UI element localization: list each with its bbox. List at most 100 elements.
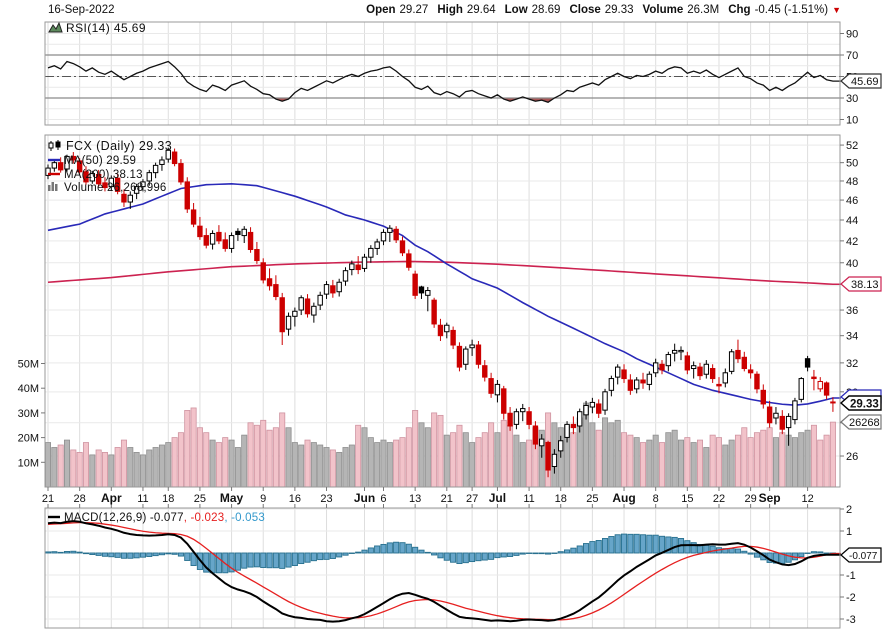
header-field-label: Low bbox=[505, 4, 528, 16]
macd-histogram-bar bbox=[57, 551, 64, 554]
candle-body bbox=[184, 181, 190, 210]
price-axis-label: 44 bbox=[846, 215, 858, 227]
candle-body bbox=[728, 351, 735, 372]
date-label: 16-Sep-2022 bbox=[48, 4, 115, 16]
candle-body bbox=[108, 177, 114, 188]
header-field-label: Close bbox=[569, 4, 600, 16]
x-axis-label: 13 bbox=[409, 493, 421, 505]
candle-body bbox=[254, 249, 260, 262]
macd-histogram-bar bbox=[241, 552, 248, 569]
candle-body bbox=[152, 164, 159, 174]
candle-body bbox=[140, 181, 146, 188]
volume-bars-icon bbox=[48, 182, 58, 191]
candle-body bbox=[133, 186, 140, 194]
candle-body bbox=[292, 310, 298, 317]
svg-text:-0.077: -0.077 bbox=[849, 551, 878, 562]
x-axis-label: 22 bbox=[713, 493, 725, 505]
header-field-label: Volume bbox=[643, 4, 684, 16]
candle-body bbox=[804, 358, 811, 368]
candle-body bbox=[444, 324, 450, 333]
macd-histogram-bar bbox=[810, 551, 817, 554]
candle-body bbox=[146, 172, 152, 182]
x-axis-label: Aug bbox=[612, 491, 635, 505]
macd-histogram-bar bbox=[513, 552, 520, 556]
candlesticks bbox=[45, 147, 836, 478]
macd-histogram-bar bbox=[177, 552, 184, 557]
svg-text:45.69: 45.69 bbox=[851, 76, 879, 88]
macd-histogram-bar bbox=[507, 552, 514, 557]
svg-text:38.13: 38.13 bbox=[851, 279, 879, 291]
x-axis-label: 28 bbox=[74, 493, 86, 505]
ma50-legend-label: MA(50) 29.59 bbox=[64, 155, 136, 167]
macd-histogram-bar bbox=[82, 552, 90, 555]
macd-histogram-bar bbox=[405, 543, 412, 554]
candle-body bbox=[760, 389, 766, 405]
macd-histogram-bar bbox=[475, 552, 482, 562]
rsi-axis-label: 70 bbox=[846, 50, 858, 62]
last-price-callout: 29.33 bbox=[839, 395, 882, 411]
macd-histogram-bar bbox=[671, 536, 678, 554]
macd-histogram-bar bbox=[747, 552, 754, 555]
candle-body bbox=[425, 290, 431, 296]
macd-histogram-bar bbox=[127, 552, 134, 559]
candle-body bbox=[95, 173, 102, 185]
x-axis-label: 23 bbox=[320, 493, 332, 505]
price-axis-label: 40 bbox=[846, 258, 858, 270]
x-axis-label: Apr bbox=[101, 491, 122, 505]
macd-histogram-bar bbox=[779, 552, 786, 564]
macd-histogram-bar bbox=[253, 552, 260, 568]
candle-body bbox=[216, 231, 222, 242]
macd-histogram-bar bbox=[519, 552, 526, 555]
macd-histogram-bar bbox=[614, 534, 621, 554]
candle-body bbox=[602, 391, 608, 411]
macd-histogram-bar bbox=[450, 552, 457, 563]
svg-text:26268: 26268 bbox=[849, 417, 880, 429]
macd-histogram-bar bbox=[101, 552, 109, 557]
x-axis-label: 15 bbox=[681, 493, 693, 505]
rsi-axis-label: 90 bbox=[846, 29, 858, 41]
macd-histogram-bar bbox=[272, 552, 279, 569]
macd-histogram-bar bbox=[456, 552, 463, 565]
header-field-value: 28.69 bbox=[532, 4, 561, 16]
candle-body bbox=[323, 284, 330, 295]
candle-body bbox=[766, 406, 773, 424]
candle-body bbox=[304, 298, 311, 315]
candle-body bbox=[665, 354, 672, 367]
macd-histogram-bar bbox=[266, 552, 273, 569]
macd-histogram-bar bbox=[823, 552, 830, 554]
candle-body bbox=[526, 411, 532, 425]
macd-histogram-bar bbox=[633, 533, 640, 554]
candle-body bbox=[279, 297, 285, 333]
x-axis-label: 21 bbox=[441, 493, 453, 505]
candle-body bbox=[83, 171, 89, 183]
candle-body bbox=[709, 368, 716, 380]
candle-body bbox=[551, 453, 558, 467]
candle-body bbox=[114, 177, 121, 192]
macd-histogram-bar bbox=[165, 552, 172, 555]
header-field-value: -0.45 (-1.51%) bbox=[755, 4, 829, 16]
main-panel-border bbox=[44, 134, 841, 488]
price-plot-area[interactable] bbox=[45, 135, 840, 487]
macd-histogram-bar bbox=[285, 552, 292, 568]
macd-histogram-bar bbox=[89, 552, 96, 555]
macd-plot-area[interactable] bbox=[45, 508, 840, 628]
svg-text:29.33: 29.33 bbox=[850, 399, 879, 411]
macd-histogram-bar bbox=[424, 551, 431, 554]
rsi-plot-area[interactable] bbox=[45, 22, 840, 125]
macd-histogram-bar bbox=[228, 552, 235, 573]
candle-body bbox=[513, 411, 520, 425]
macd-histogram-bar bbox=[76, 551, 83, 554]
macd-histogram-bar bbox=[627, 533, 634, 554]
macd-histogram-bar bbox=[279, 552, 286, 569]
macd-histogram-bar bbox=[488, 552, 495, 560]
candle-body bbox=[747, 369, 754, 374]
macd-histogram-bar bbox=[620, 533, 628, 554]
macd-plot bbox=[44, 520, 841, 623]
candle-body bbox=[361, 256, 368, 269]
macd-histogram-bar bbox=[741, 550, 748, 554]
candle-body bbox=[380, 231, 387, 242]
macd-histogram-bar bbox=[234, 552, 241, 571]
macd-histogram-bar bbox=[51, 551, 58, 554]
macd-histogram-bar bbox=[139, 552, 147, 558]
candle-body bbox=[45, 167, 51, 176]
